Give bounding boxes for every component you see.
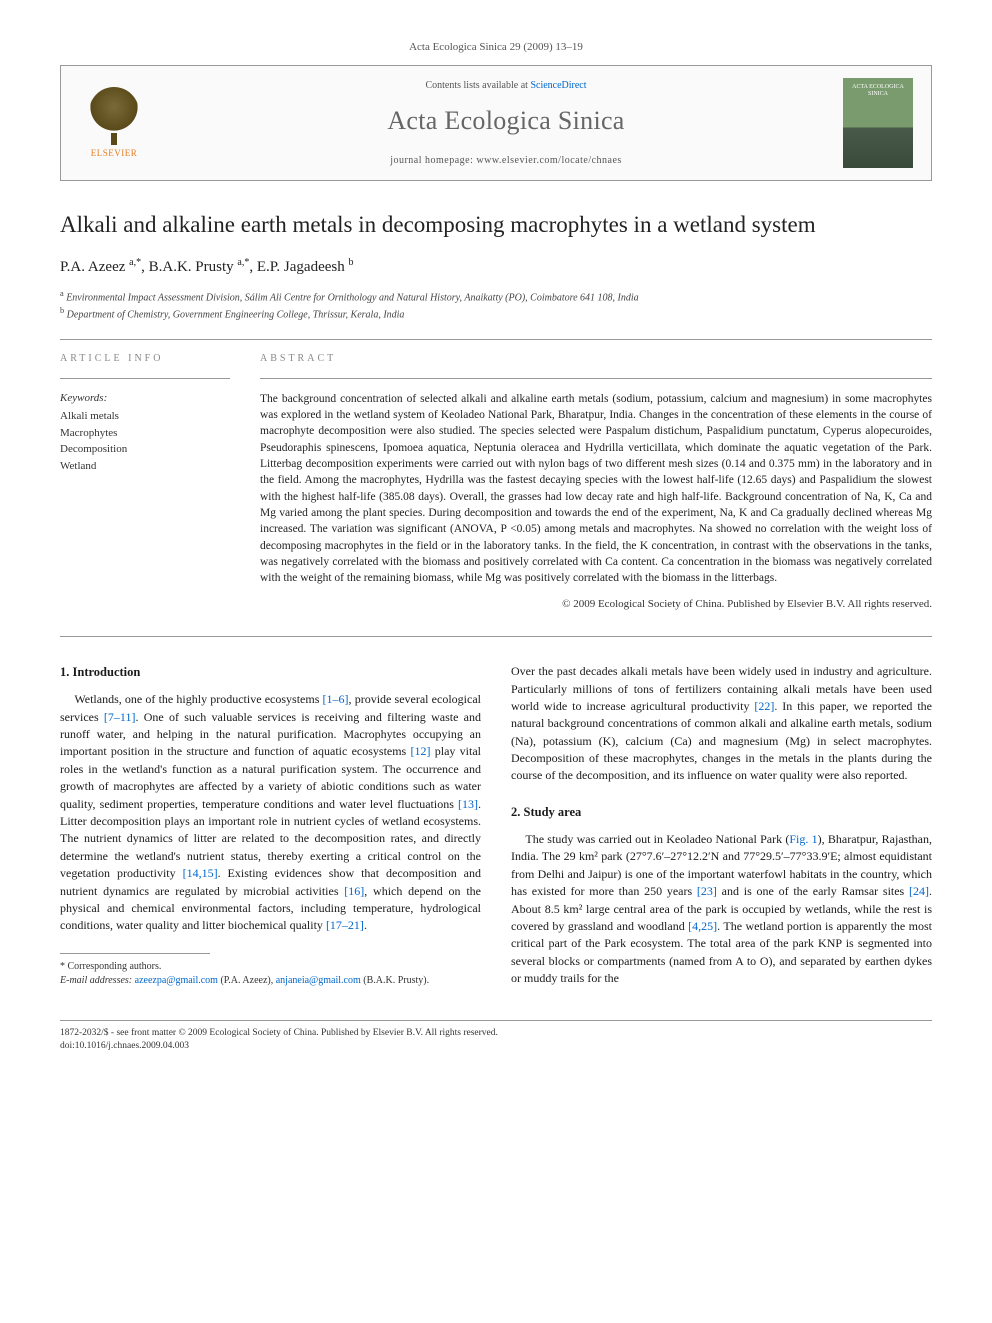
divider [260, 378, 932, 379]
email-footnote: E-mail addresses: azeezpa@gmail.com (P.A… [60, 974, 481, 988]
citation-ref[interactable]: [12] [411, 744, 431, 758]
homepage-url[interactable]: www.elsevier.com/locate/chnaes [476, 155, 621, 166]
affiliation: b Department of Chemistry, Government En… [60, 305, 932, 322]
citation-ref[interactable]: [23] [697, 884, 717, 898]
publisher-logo: ELSEVIER [79, 83, 149, 163]
bottom-matter: 1872-2032/$ - see front matter © 2009 Ec… [60, 1020, 932, 1054]
citation-ref[interactable]: [7–11] [104, 710, 136, 724]
email-label: E-mail addresses: [60, 975, 132, 986]
journal-reference: Acta Ecologica Sinica 29 (2009) 13–19 [60, 40, 932, 55]
citation-ref[interactable]: [4,25] [688, 919, 717, 933]
divider [60, 636, 932, 637]
homepage-prefix: journal homepage: [390, 155, 476, 166]
abstract-text: The background concentration of selected… [260, 391, 932, 587]
header-center: Contents lists available at ScienceDirec… [169, 79, 843, 167]
front-matter-line: 1872-2032/$ - see front matter © 2009 Ec… [60, 1027, 932, 1040]
affiliations: a Environmental Impact Assessment Divisi… [60, 288, 932, 323]
page-container: Acta Ecologica Sinica 29 (2009) 13–19 EL… [0, 0, 992, 1093]
contents-prefix: Contents lists available at [425, 80, 530, 91]
divider [60, 378, 230, 379]
affiliation: a Environmental Impact Assessment Divisi… [60, 288, 932, 305]
study-paragraph-1: The study was carried out in Keoladeo Na… [511, 831, 932, 988]
body-columns: 1. Introduction Wetlands, one of the hig… [60, 663, 932, 997]
keywords-label: Keywords: [60, 391, 230, 406]
citation-ref[interactable]: [1–6] [323, 692, 349, 706]
section-heading-intro: 1. Introduction [60, 663, 481, 681]
journal-header: ELSEVIER Contents lists available at Sci… [60, 65, 932, 181]
left-column: 1. Introduction Wetlands, one of the hig… [60, 663, 481, 997]
publisher-name: ELSEVIER [91, 147, 138, 160]
copyright-line: © 2009 Ecological Society of China. Publ… [260, 597, 932, 612]
sciencedirect-link[interactable]: ScienceDirect [530, 80, 586, 91]
right-column: Over the past decades alkali metals have… [511, 663, 932, 997]
keyword: Decomposition [60, 441, 230, 458]
intro-paragraph-2: Over the past decades alkali metals have… [511, 663, 932, 785]
keyword: Wetland [60, 458, 230, 475]
section-heading-study: 2. Study area [511, 803, 932, 821]
keyword: Alkali metals [60, 408, 230, 425]
homepage-line: journal homepage: www.elsevier.com/locat… [169, 154, 843, 168]
citation-ref[interactable]: [16] [344, 884, 364, 898]
citation-ref[interactable]: [17–21] [326, 918, 364, 932]
email-link[interactable]: anjaneia@gmail.com [273, 975, 361, 986]
journal-title: Acta Ecologica Sinica [169, 103, 843, 139]
doi-line: doi:10.1016/j.chnaes.2009.04.003 [60, 1040, 932, 1053]
article-info-column: ARTICLE INFO Keywords: Alkali metalsMacr… [60, 352, 230, 612]
divider [60, 339, 932, 340]
info-abstract-row: ARTICLE INFO Keywords: Alkali metalsMacr… [60, 352, 932, 612]
abstract-label: ABSTRACT [260, 352, 932, 366]
citation-ref[interactable]: [24] [909, 884, 929, 898]
citation-ref[interactable]: [14,15] [183, 866, 218, 880]
elsevier-tree-icon [89, 87, 139, 137]
email-link[interactable]: azeezpa@gmail.com [135, 975, 218, 986]
email-who: (P.A. Azeez), [218, 975, 273, 986]
footnote-separator [60, 953, 210, 954]
keywords-list: Alkali metalsMacrophytesDecompositionWet… [60, 408, 230, 474]
citation-ref[interactable]: [22] [754, 699, 774, 713]
corresponding-authors-note: * Corresponding authors. [60, 960, 481, 974]
article-title: Alkali and alkaline earth metals in deco… [60, 211, 932, 240]
article-info-label: ARTICLE INFO [60, 352, 230, 366]
authors: P.A. Azeez a,*, B.A.K. Prusty a,*, E.P. … [60, 256, 932, 278]
email-who: (B.A.K. Prusty). [361, 975, 429, 986]
citation-ref[interactable]: [13] [458, 797, 478, 811]
intro-paragraph-1: Wetlands, one of the highly productive e… [60, 691, 481, 934]
journal-cover-thumbnail: ACTA ECOLOGICA SINICA [843, 78, 913, 168]
cover-text: ACTA ECOLOGICA SINICA [843, 84, 913, 97]
figure-ref[interactable]: Fig. 1 [789, 832, 817, 846]
abstract-column: ABSTRACT The background concentration of… [260, 352, 932, 612]
contents-line: Contents lists available at ScienceDirec… [169, 79, 843, 93]
keyword: Macrophytes [60, 425, 230, 442]
